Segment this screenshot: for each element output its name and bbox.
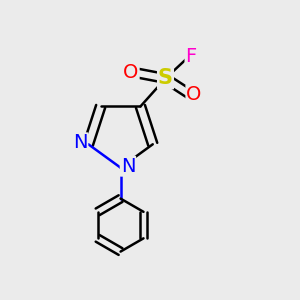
Text: F: F	[185, 47, 197, 66]
Text: O: O	[123, 63, 139, 82]
Text: S: S	[158, 68, 173, 88]
Text: N: N	[73, 133, 87, 152]
Text: O: O	[186, 85, 202, 104]
Text: N: N	[121, 157, 135, 176]
